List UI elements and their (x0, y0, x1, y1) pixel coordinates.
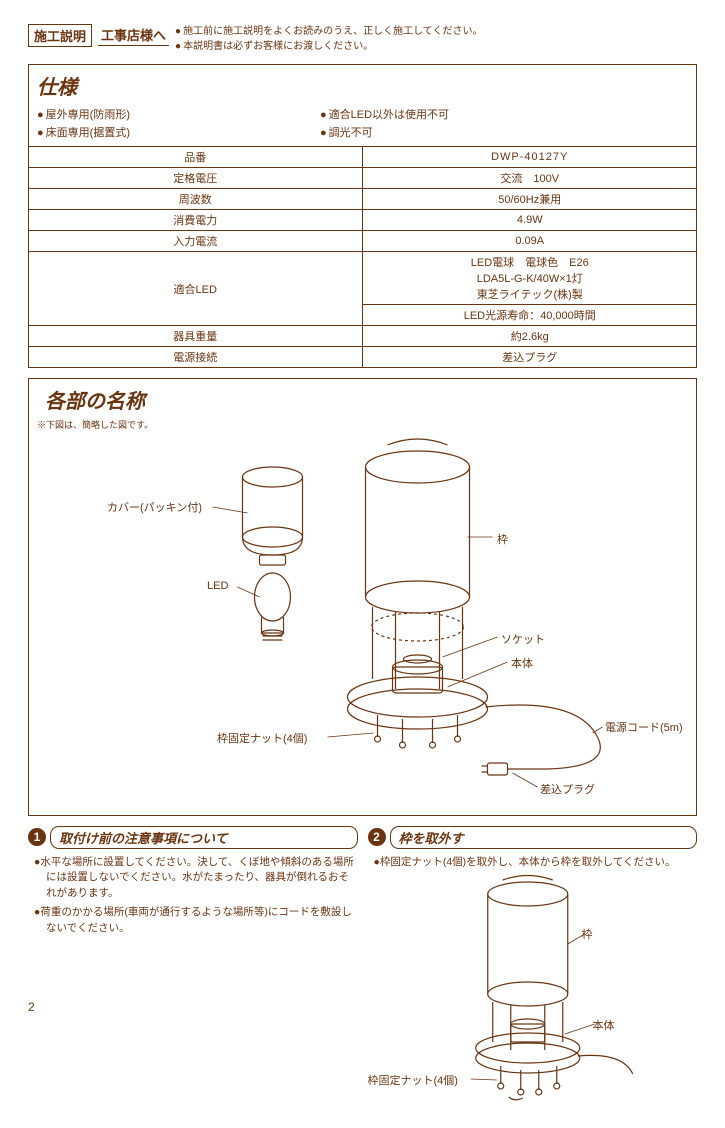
spec-value: 0.09A (363, 231, 698, 252)
spec-value: LED光源寿命：40,000時間 (363, 305, 698, 326)
table-row: 入力電流 0.09A (28, 231, 697, 252)
spec-value: LED電球 電球色 E26 LDA5L-G-K/40W×1灯 東芝ライテック(株… (363, 252, 698, 305)
spec-label: 消費電力 (28, 210, 363, 231)
label-nuts: 枠固定ナット(4個) (217, 730, 307, 746)
label-cord: 電源コード(5m) (605, 719, 683, 735)
step-text: ●水平な場所に設置してください。決して、くぼ地や傾斜のある場所には設置しないでく… (34, 855, 358, 902)
step-title: 枠を取外す (390, 826, 698, 849)
label-plug: 差込プラグ (540, 781, 595, 797)
step2-svg (368, 874, 698, 1104)
spec-value: 差込プラグ (363, 347, 698, 368)
page-number: 2 (28, 1000, 35, 1014)
step-body: ●枠固定ナット(4個)を取外し、本体から枠を取外してください。 (368, 853, 698, 871)
step-header: 2 枠を取外す (368, 826, 698, 849)
spec-label: 電源接続 (28, 347, 363, 368)
step-number-icon: 2 (368, 828, 386, 846)
header-note: 施工前に施工説明をよくお読みのうえ、正しく施工してください。 (175, 24, 482, 39)
step-1: 1 取付け前の注意事項について ●水平な場所に設置してください。決して、くぼ地や… (28, 826, 358, 1105)
mini-label-nuts: 枠固定ナット(4個) (368, 1072, 458, 1088)
label-cover: カバー(パッキン付) (107, 499, 202, 515)
table-row: 消費電力 4.9W (28, 210, 697, 231)
spec-label: 周波数 (28, 189, 363, 210)
step-header: 1 取付け前の注意事項について (28, 826, 358, 849)
installation-label-box: 施工説明 (28, 24, 92, 47)
table-row: 周波数 50/60Hz兼用 (28, 189, 697, 210)
step-number-icon: 1 (28, 828, 46, 846)
spec-right-col: 適合LED以外は使用不可 調光不可 (320, 106, 449, 140)
header-note: 本説明書は必ずお客様にお渡しください。 (175, 39, 482, 54)
spec-title: 仕様 (29, 71, 696, 104)
header-notes: 施工前に施工説明をよくお読みのうえ、正しく施工してください。 本説明書は必ずお客… (175, 24, 482, 54)
table-row: 電源接続 差込プラグ (28, 347, 697, 368)
step-text: ●荷重のかかる場所(車両が通行するような場所等)にコードを敷設しないでください。 (34, 905, 358, 937)
mini-label-body: 本体 (593, 1017, 615, 1033)
contractor-label: 工事店様へ (98, 24, 169, 46)
step-body: ●水平な場所に設置してください。決して、くぼ地や傾斜のある場所には設置しないでく… (28, 853, 358, 937)
table-row: 品番 DWP-40127Y (28, 147, 697, 168)
step-text: ●枠固定ナット(4個)を取外し、本体から枠を取外してください。 (374, 855, 698, 871)
parts-diagram: カバー(パッキン付) LED 枠 ソケット 本体 枠固定ナット(4個) 電源コー… (37, 437, 688, 807)
step-2: 2 枠を取外す ●枠固定ナット(4個)を取外し、本体から枠を取外してください。 (368, 826, 698, 1105)
spec-value: 50/60Hz兼用 (363, 189, 698, 210)
spec-label: 適合LED (28, 252, 363, 326)
spec-value: 約2.6kg (363, 326, 698, 347)
led-line: LDA5L-G-K/40W×1灯 (367, 270, 693, 286)
spec-label: 品番 (28, 147, 363, 168)
table-row: 適合LED LED電球 電球色 E26 LDA5L-G-K/40W×1灯 東芝ラ… (28, 252, 697, 305)
parts-subtitle: ※下図は、簡略した図です。 (37, 418, 688, 431)
spec-bullet: 屋外専用(防雨形) (37, 106, 130, 122)
table-row: 定格電圧 交流 100V (28, 168, 697, 189)
steps-row: 1 取付け前の注意事項について ●水平な場所に設置してください。決して、くぼ地や… (28, 826, 697, 1105)
spec-table: 品番 DWP-40127Y 定格電圧 交流 100V 周波数 50/60Hz兼用… (28, 146, 697, 368)
label-frame: 枠 (497, 531, 508, 547)
spec-value: 交流 100V (363, 168, 698, 189)
table-row: 器具重量 約2.6kg (28, 326, 697, 347)
spec-bullet: 調光不可 (320, 124, 449, 140)
spec-section: 仕様 屋外専用(防雨形) 床面専用(据置式) 適合LED以外は使用不可 調光不可… (28, 64, 697, 368)
model-number: DWP-40127Y (363, 147, 698, 168)
spec-bullet: 床面専用(据置式) (37, 124, 130, 140)
spec-label: 入力電流 (28, 231, 363, 252)
parts-svg (37, 437, 688, 807)
spec-label: 器具重量 (28, 326, 363, 347)
parts-section: 各部の名称 ※下図は、簡略した図です。 (28, 378, 697, 816)
step2-diagram: 枠 本体 枠固定ナット(4個) (368, 874, 698, 1104)
led-line: LED電球 電球色 E26 (367, 254, 693, 270)
header-row: 施工説明 工事店様へ 施工前に施工説明をよくお読みのうえ、正しく施工してください… (28, 24, 697, 54)
mini-label-frame: 枠 (582, 926, 593, 942)
spec-value: 4.9W (363, 210, 698, 231)
label-body: 本体 (511, 655, 533, 671)
led-line: 東芝ライテック(株)製 (367, 286, 693, 302)
parts-title: 各部の名称 (37, 385, 688, 418)
label-socket: ソケット (501, 631, 545, 647)
spec-bullet: 適合LED以外は使用不可 (320, 106, 449, 122)
spec-bullets: 屋外専用(防雨形) 床面専用(据置式) 適合LED以外は使用不可 調光不可 (29, 104, 696, 146)
spec-left-col: 屋外専用(防雨形) 床面専用(据置式) (37, 106, 130, 140)
spec-label: 定格電圧 (28, 168, 363, 189)
step-title: 取付け前の注意事項について (50, 826, 358, 849)
label-led: LED (207, 580, 228, 592)
